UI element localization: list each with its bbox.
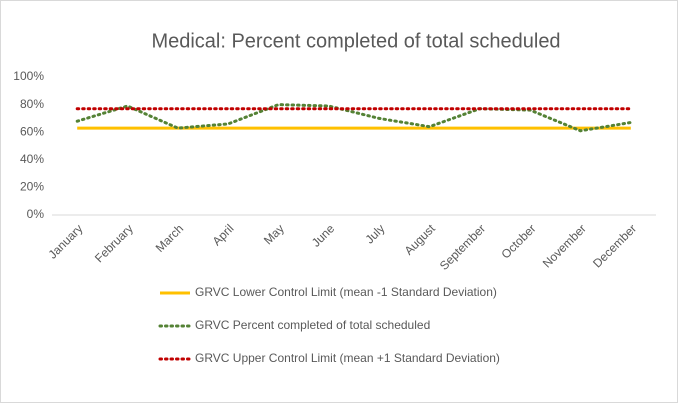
y-tick-label: 40% xyxy=(20,152,44,166)
y-tick-label: 0% xyxy=(27,207,45,221)
y-tick-label: 80% xyxy=(20,97,44,111)
y-tick-label: 100% xyxy=(13,69,44,83)
legend-label: GRVC Lower Control Limit (mean -1 Standa… xyxy=(195,285,497,299)
legend-label: GRVC Upper Control Limit (mean +1 Standa… xyxy=(195,351,500,365)
chart-title: Medical: Percent completed of total sche… xyxy=(151,30,560,52)
y-tick-label: 60% xyxy=(20,124,44,138)
series-line xyxy=(75,103,633,133)
legend-label: GRVC Percent completed of total schedule… xyxy=(195,318,430,332)
y-tick-label: 20% xyxy=(20,180,44,194)
